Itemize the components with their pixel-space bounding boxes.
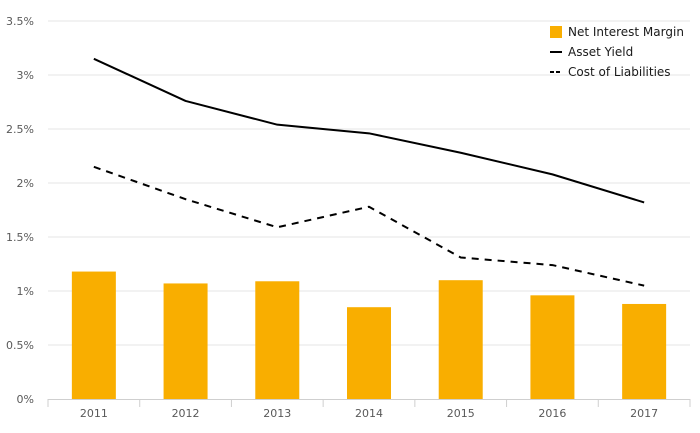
x-tick-label: 2017 — [630, 407, 658, 420]
y-tick-label: 1.5% — [6, 231, 34, 244]
bar-2015 — [438, 280, 483, 399]
bar-2017 — [622, 303, 667, 399]
x-tick-label: 2016 — [538, 407, 566, 420]
bar-series — [71, 271, 667, 399]
y-tick-label: 1% — [17, 285, 34, 298]
cost-of-liabilities-line — [93, 165, 645, 287]
x-tick-label: 2012 — [172, 407, 200, 420]
bar-2012 — [163, 283, 208, 399]
x-axis: 2011 2012 2013 2014 2015 2016 2017 — [47, 399, 691, 420]
y-tick-label: 3% — [17, 69, 34, 82]
legend-label: Net Interest Margin — [568, 25, 684, 39]
y-axis-ticks: 0% 0.5% 1% 1.5% 2% 2.5% 3% 3.5% — [6, 15, 34, 406]
bar-2014 — [347, 307, 391, 399]
x-tick-label: 2011 — [80, 407, 108, 420]
x-tick-label: 2014 — [355, 407, 383, 420]
gridlines — [48, 20, 690, 346]
x-tick-label: 2013 — [263, 407, 291, 420]
legend-label: Cost of Liabilities — [568, 65, 671, 79]
y-tick-label: 0% — [17, 393, 34, 406]
legend: Net Interest Margin Asset Yield Cost of Li… — [550, 25, 684, 79]
y-tick-label: 2.5% — [6, 123, 34, 136]
line-series — [93, 57, 645, 287]
y-tick-label: 2% — [17, 177, 34, 190]
y-tick-label: 0.5% — [6, 339, 34, 352]
y-tick-label: 3.5% — [6, 15, 34, 28]
asset-yield-line — [93, 57, 645, 204]
legend-label: Asset Yield — [568, 45, 633, 59]
legend-swatch-bar — [550, 26, 562, 38]
bar-2016 — [530, 295, 575, 399]
x-tick-label: 2015 — [447, 407, 475, 420]
bar-2011 — [71, 271, 116, 399]
bar-2013 — [255, 281, 300, 399]
